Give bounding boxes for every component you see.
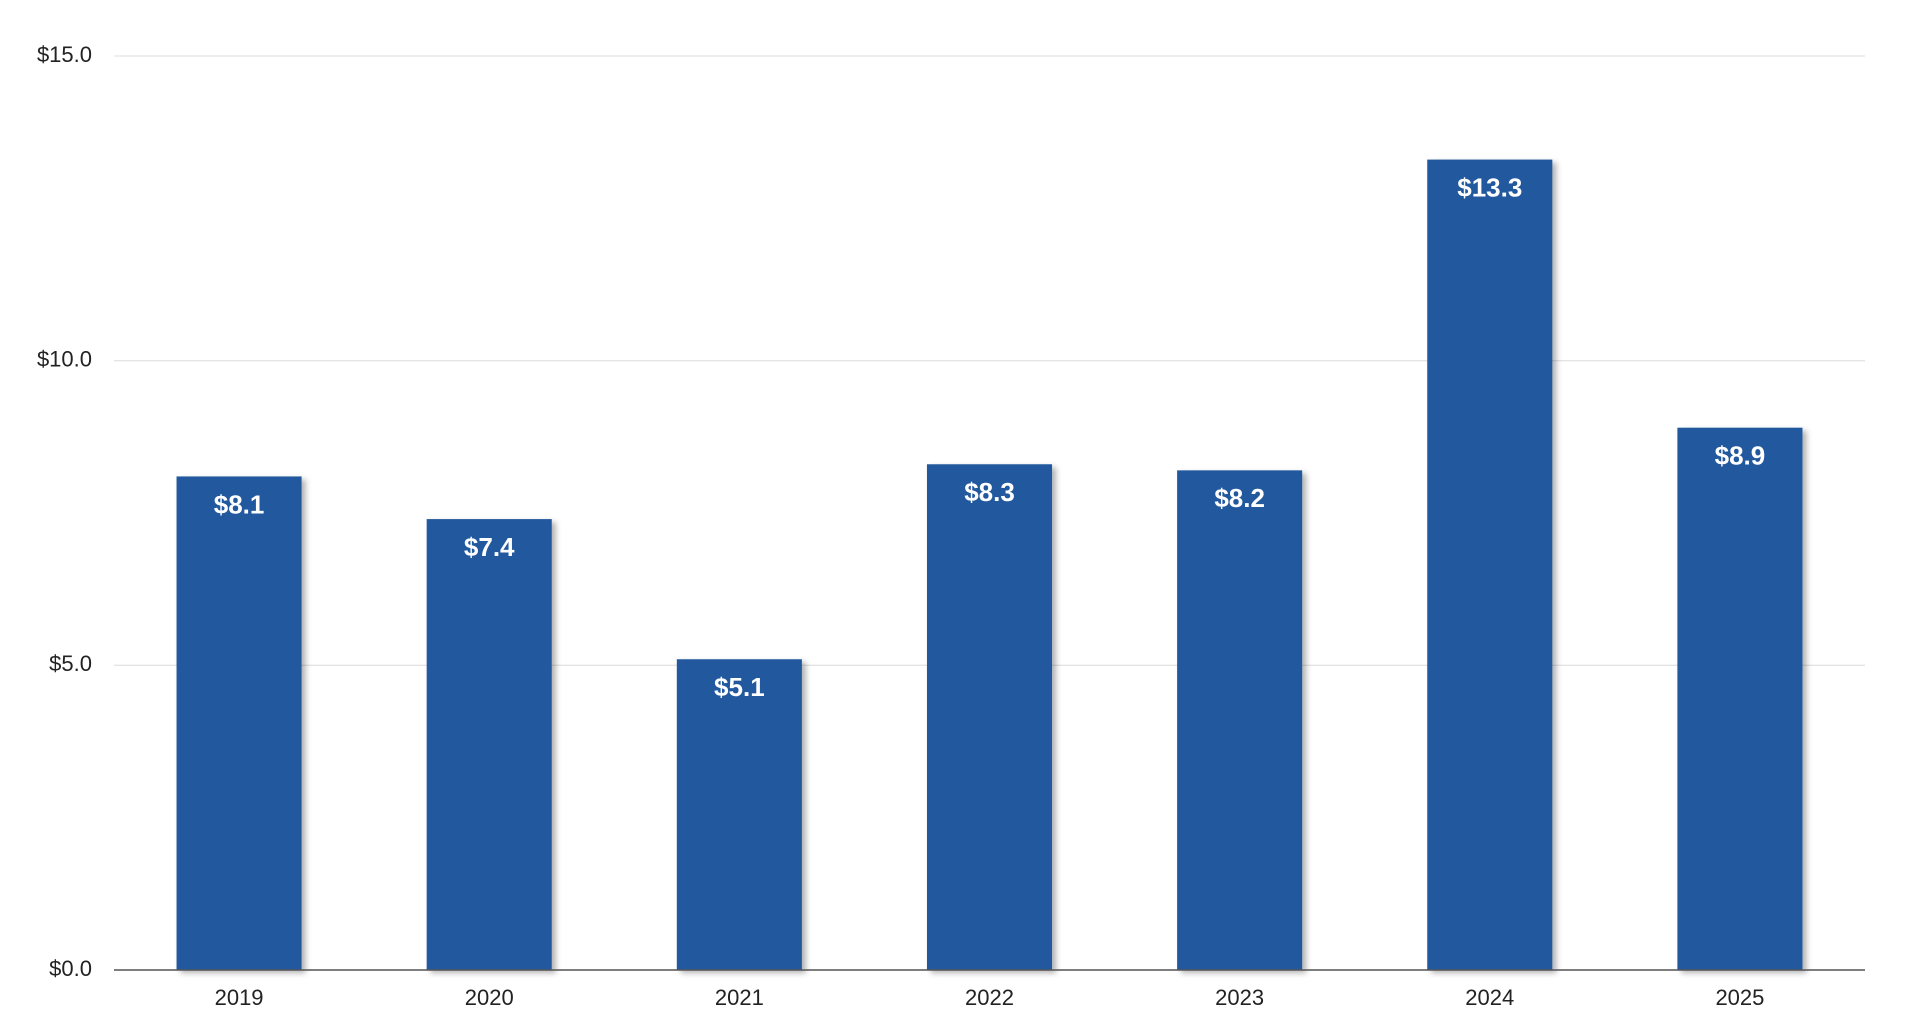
value-label: $5.1: [714, 672, 765, 702]
x-tick-label: 2024: [1465, 985, 1514, 1010]
x-tick-label: 2023: [1215, 985, 1264, 1010]
x-tick-label: 2021: [715, 985, 764, 1010]
y-tick-label: $0.0: [49, 956, 92, 981]
bar: [1427, 159, 1553, 970]
value-label: $13.3: [1457, 172, 1522, 202]
x-tick-label: 2025: [1715, 985, 1764, 1010]
value-label: $8.2: [1214, 483, 1265, 513]
y-tick-label: $10.0: [37, 346, 92, 371]
value-label: $8.1: [214, 489, 265, 519]
value-label: $8.9: [1715, 441, 1766, 471]
x-tick-label: 2022: [965, 985, 1014, 1010]
bar: [1677, 427, 1803, 970]
x-tick-label: 2019: [215, 985, 264, 1010]
bar: [1177, 470, 1303, 970]
bar: [676, 659, 802, 970]
y-tick-label: $15.0: [37, 42, 92, 67]
bar: [926, 464, 1053, 970]
bar: [176, 476, 302, 970]
value-label: $7.4: [464, 532, 515, 562]
x-tick-label: 2020: [465, 985, 514, 1010]
bar: [426, 519, 552, 970]
value-label: $8.3: [964, 477, 1015, 507]
y-tick-label: $5.0: [49, 651, 92, 676]
